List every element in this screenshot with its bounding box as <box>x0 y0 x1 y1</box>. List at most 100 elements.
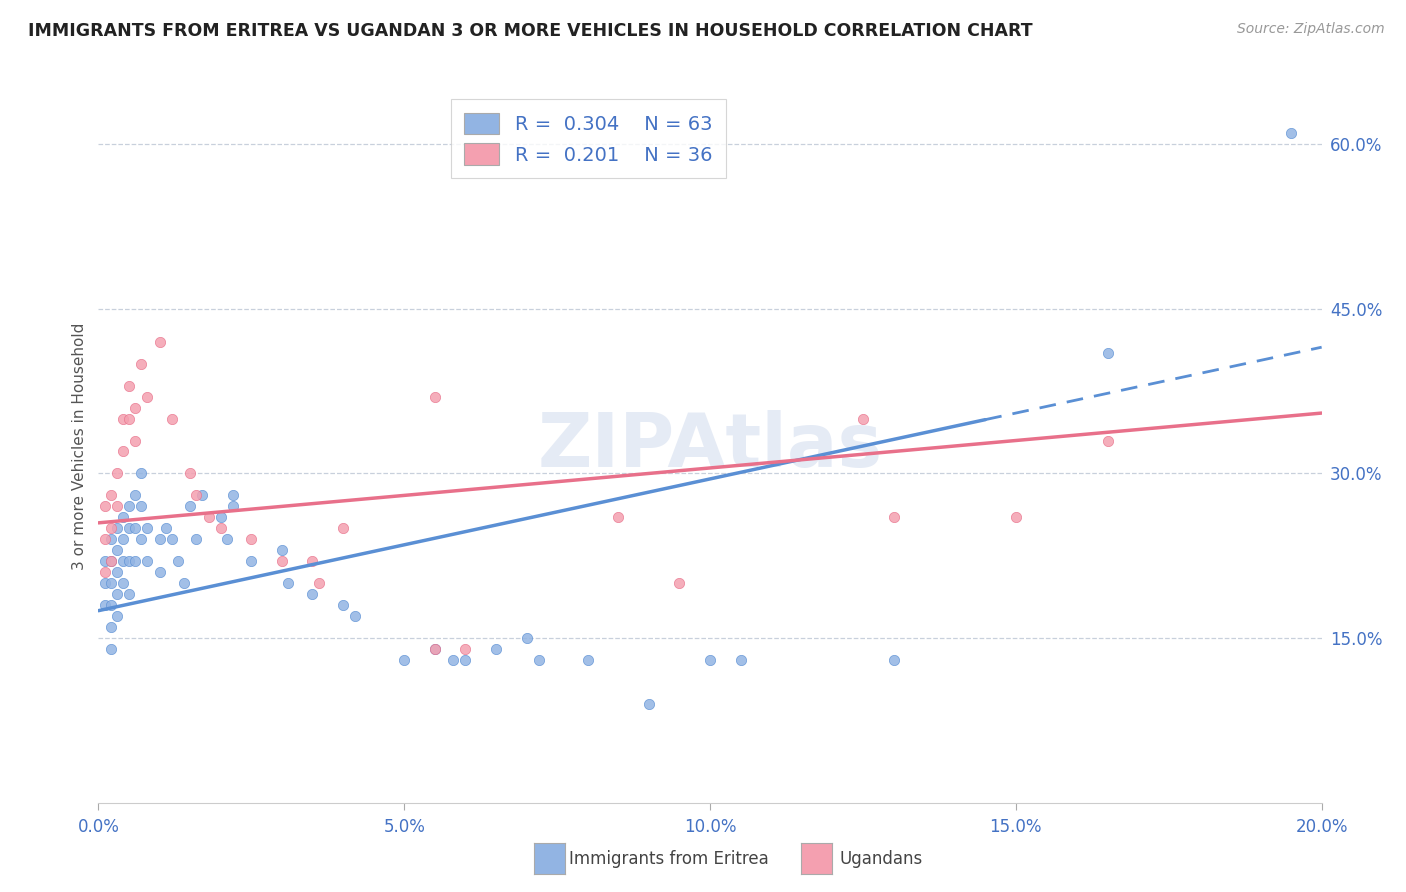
Point <box>129 467 152 481</box>
Point <box>100 554 122 568</box>
Point <box>129 500 152 514</box>
Point <box>197 510 219 524</box>
Point <box>270 543 292 558</box>
Point <box>485 642 508 657</box>
Point <box>186 533 208 547</box>
Point <box>100 620 122 634</box>
Point <box>118 587 141 601</box>
Point <box>118 521 141 535</box>
Point <box>160 411 183 425</box>
Point <box>516 631 538 645</box>
Point <box>111 554 134 568</box>
Point <box>308 576 330 591</box>
Point <box>124 521 146 535</box>
Point <box>100 488 122 502</box>
Point <box>136 390 159 404</box>
Point <box>155 521 177 535</box>
Point <box>105 609 128 624</box>
Point <box>111 510 134 524</box>
Point <box>124 434 146 448</box>
Point <box>576 653 599 667</box>
Point <box>209 510 232 524</box>
Point <box>441 653 464 667</box>
Point <box>100 533 122 547</box>
Point <box>93 576 115 591</box>
Text: Ugandans: Ugandans <box>839 850 922 868</box>
Text: Immigrants from Eritrea: Immigrants from Eritrea <box>569 850 769 868</box>
Point <box>173 576 195 591</box>
Text: ZIPAtlas: ZIPAtlas <box>537 409 883 483</box>
Y-axis label: 3 or more Vehicles in Household: 3 or more Vehicles in Household <box>72 322 87 570</box>
Point <box>277 576 299 591</box>
Point <box>111 444 134 458</box>
Point <box>100 598 122 612</box>
Point <box>149 533 172 547</box>
Text: Source: ZipAtlas.com: Source: ZipAtlas.com <box>1237 22 1385 37</box>
Legend: R =  0.304    N = 63, R =  0.201    N = 36: R = 0.304 N = 63, R = 0.201 N = 36 <box>451 99 725 178</box>
Point <box>124 488 146 502</box>
Point <box>100 554 122 568</box>
Point <box>270 554 292 568</box>
Point <box>118 411 141 425</box>
Point <box>222 500 245 514</box>
Point <box>111 411 134 425</box>
Point <box>883 653 905 667</box>
Point <box>111 576 134 591</box>
Point <box>105 587 128 601</box>
Point <box>129 533 152 547</box>
Point <box>93 566 115 580</box>
Point <box>136 521 159 535</box>
Point <box>179 467 201 481</box>
Point <box>1004 510 1026 524</box>
Point <box>100 521 122 535</box>
Point <box>105 521 128 535</box>
Point <box>527 653 550 667</box>
Point <box>454 642 477 657</box>
Point <box>100 576 122 591</box>
Point <box>105 500 128 514</box>
Point <box>93 500 115 514</box>
Point <box>124 554 146 568</box>
Point <box>332 598 354 612</box>
Point <box>332 521 354 535</box>
Point <box>149 566 172 580</box>
Point <box>1279 126 1302 140</box>
Point <box>423 642 446 657</box>
Point <box>730 653 752 667</box>
Point <box>240 533 263 547</box>
Point <box>118 378 141 392</box>
Point <box>93 554 115 568</box>
Point <box>167 554 190 568</box>
Point <box>607 510 630 524</box>
Point <box>883 510 905 524</box>
Point <box>1097 345 1119 359</box>
Point <box>179 500 201 514</box>
Point <box>668 576 690 591</box>
Text: IMMIGRANTS FROM ERITREA VS UGANDAN 3 OR MORE VEHICLES IN HOUSEHOLD CORRELATION C: IMMIGRANTS FROM ERITREA VS UGANDAN 3 OR … <box>28 22 1033 40</box>
Point <box>344 609 367 624</box>
Point <box>93 598 115 612</box>
Point <box>209 521 232 535</box>
Point <box>1097 434 1119 448</box>
Point <box>392 653 416 667</box>
Point <box>240 554 263 568</box>
Point <box>105 566 128 580</box>
Point <box>105 467 128 481</box>
Point <box>222 488 245 502</box>
Point <box>301 587 323 601</box>
Point <box>637 697 661 711</box>
Point <box>105 543 128 558</box>
Point <box>301 554 323 568</box>
Point <box>215 533 238 547</box>
Point <box>124 401 146 415</box>
Point <box>118 554 141 568</box>
Point <box>186 488 208 502</box>
Point <box>100 642 122 657</box>
Point <box>852 411 875 425</box>
Point <box>454 653 477 667</box>
Point <box>111 533 134 547</box>
Point <box>93 533 115 547</box>
Point <box>699 653 721 667</box>
Point <box>191 488 214 502</box>
Point <box>423 390 446 404</box>
